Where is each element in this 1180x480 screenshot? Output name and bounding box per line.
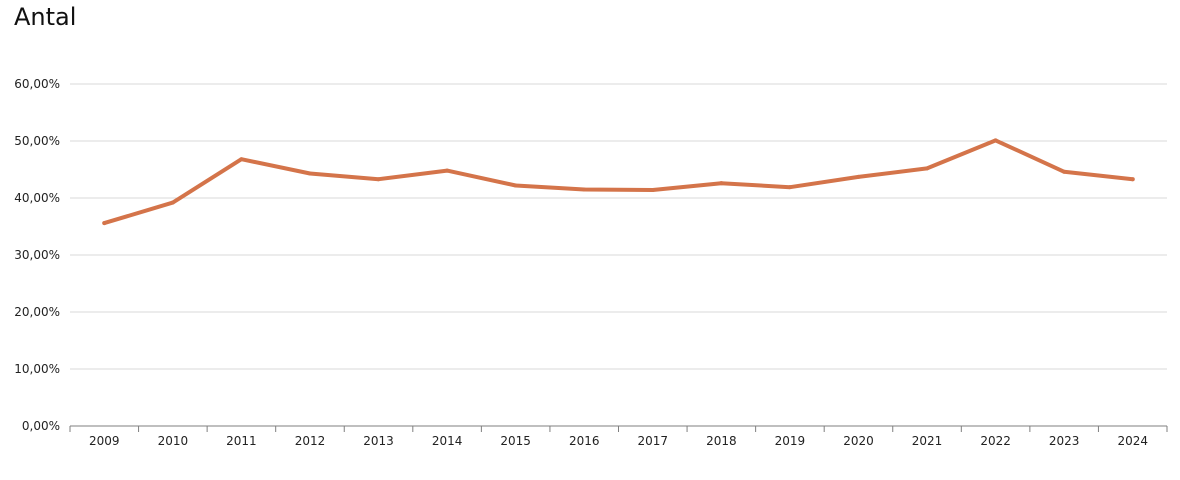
data-point <box>513 183 518 188</box>
series-layer <box>102 138 1135 226</box>
x-tick-label: 2017 <box>638 434 669 448</box>
x-tick-label: 2019 <box>775 434 806 448</box>
data-point <box>719 181 724 186</box>
data-point <box>376 177 381 182</box>
data-point <box>102 221 107 226</box>
y-tick-label: 0,00% <box>22 419 60 433</box>
x-tick-label: 2010 <box>158 434 189 448</box>
data-point <box>170 200 175 205</box>
y-tick-label: 60,00% <box>14 77 60 91</box>
data-point <box>993 138 998 143</box>
y-tick-label: 20,00% <box>14 305 60 319</box>
gridlines <box>70 83 1167 370</box>
data-point <box>856 174 861 179</box>
y-tick-label: 50,00% <box>14 134 60 148</box>
y-axis-tick-labels: 0,00% 10,00% 20,00% 30,00% 40,00% 50,00% 60,00… <box>14 77 60 433</box>
data-point <box>582 187 587 192</box>
x-tick-label: 2016 <box>569 434 600 448</box>
x-tick-label: 2022 <box>980 434 1011 448</box>
data-point <box>307 171 312 176</box>
data-point <box>445 168 450 173</box>
data-point <box>925 166 930 171</box>
x-tick-label: 2020 <box>843 434 874 448</box>
data-point <box>787 185 792 190</box>
data-point <box>650 188 655 193</box>
y-tick-label: 40,00% <box>14 191 60 205</box>
x-tick-label: 2023 <box>1049 434 1080 448</box>
series-line <box>102 138 1135 226</box>
x-tick-label: 2009 <box>89 434 120 448</box>
x-tick-label: 2013 <box>363 434 394 448</box>
chart-title: Antal <box>14 3 77 31</box>
x-tick-label: 2018 <box>706 434 737 448</box>
x-tick-label: 2012 <box>295 434 326 448</box>
data-point <box>1130 177 1135 182</box>
data-point <box>239 157 244 162</box>
y-tick-label: 30,00% <box>14 248 60 262</box>
x-tick-label: 2024 <box>1117 434 1148 448</box>
x-tick-label: 2011 <box>226 434 257 448</box>
x-axis: 2009 2010 2011 2012 2013 2014 2015 2016 2017 2018… <box>69 425 1168 448</box>
x-tick-label: 2014 <box>432 434 463 448</box>
x-tick-label: 2015 <box>500 434 531 448</box>
x-tick-label: 2021 <box>912 434 943 448</box>
data-point <box>1062 169 1067 174</box>
y-tick-label: 10,00% <box>14 362 60 376</box>
